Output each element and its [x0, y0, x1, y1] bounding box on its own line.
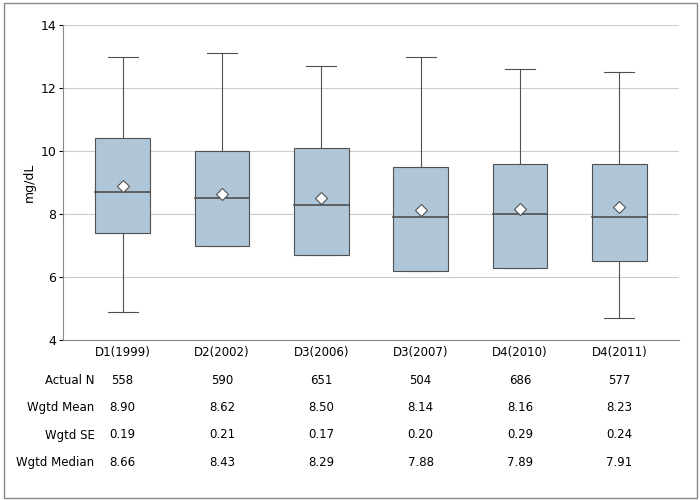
Text: 0.29: 0.29 [507, 428, 533, 442]
Text: D4(2010): D4(2010) [492, 346, 548, 359]
Text: 8.29: 8.29 [308, 456, 335, 469]
Text: Wgtd SE: Wgtd SE [45, 428, 94, 442]
Text: D1(1999): D1(1999) [94, 346, 150, 359]
Text: 7.91: 7.91 [606, 456, 633, 469]
Text: 8.90: 8.90 [110, 401, 136, 414]
Text: D2(2002): D2(2002) [194, 346, 250, 359]
Text: 8.14: 8.14 [407, 401, 434, 414]
Text: 8.62: 8.62 [209, 401, 235, 414]
Text: 0.17: 0.17 [308, 428, 335, 442]
Bar [493, 164, 547, 268]
Text: D3(2007): D3(2007) [393, 346, 449, 359]
Text: Actual N: Actual N [45, 374, 94, 386]
Text: 0.21: 0.21 [209, 428, 235, 442]
Text: 8.23: 8.23 [606, 401, 632, 414]
Text: 8.43: 8.43 [209, 456, 235, 469]
Text: 0.24: 0.24 [606, 428, 632, 442]
Text: 504: 504 [410, 374, 432, 386]
Bar [393, 167, 448, 270]
Text: 7.88: 7.88 [407, 456, 434, 469]
Text: 686: 686 [509, 374, 531, 386]
Text: D4(2011): D4(2011) [592, 346, 648, 359]
Text: D3(2006): D3(2006) [293, 346, 349, 359]
Text: 651: 651 [310, 374, 332, 386]
Text: 0.19: 0.19 [110, 428, 136, 442]
Bar [294, 148, 349, 255]
Y-axis label: mg/dL: mg/dL [23, 163, 36, 202]
Bar [592, 164, 647, 261]
Text: 8.66: 8.66 [110, 456, 136, 469]
Text: 8.50: 8.50 [309, 401, 335, 414]
Text: 558: 558 [111, 374, 134, 386]
Text: 577: 577 [608, 374, 631, 386]
Bar [195, 151, 249, 246]
Text: Wgtd Mean: Wgtd Mean [27, 401, 94, 414]
Text: 7.89: 7.89 [507, 456, 533, 469]
Text: Wgtd Median: Wgtd Median [16, 456, 94, 469]
Text: 0.20: 0.20 [407, 428, 434, 442]
Text: 590: 590 [211, 374, 233, 386]
Text: 8.16: 8.16 [507, 401, 533, 414]
Bar [95, 138, 150, 233]
